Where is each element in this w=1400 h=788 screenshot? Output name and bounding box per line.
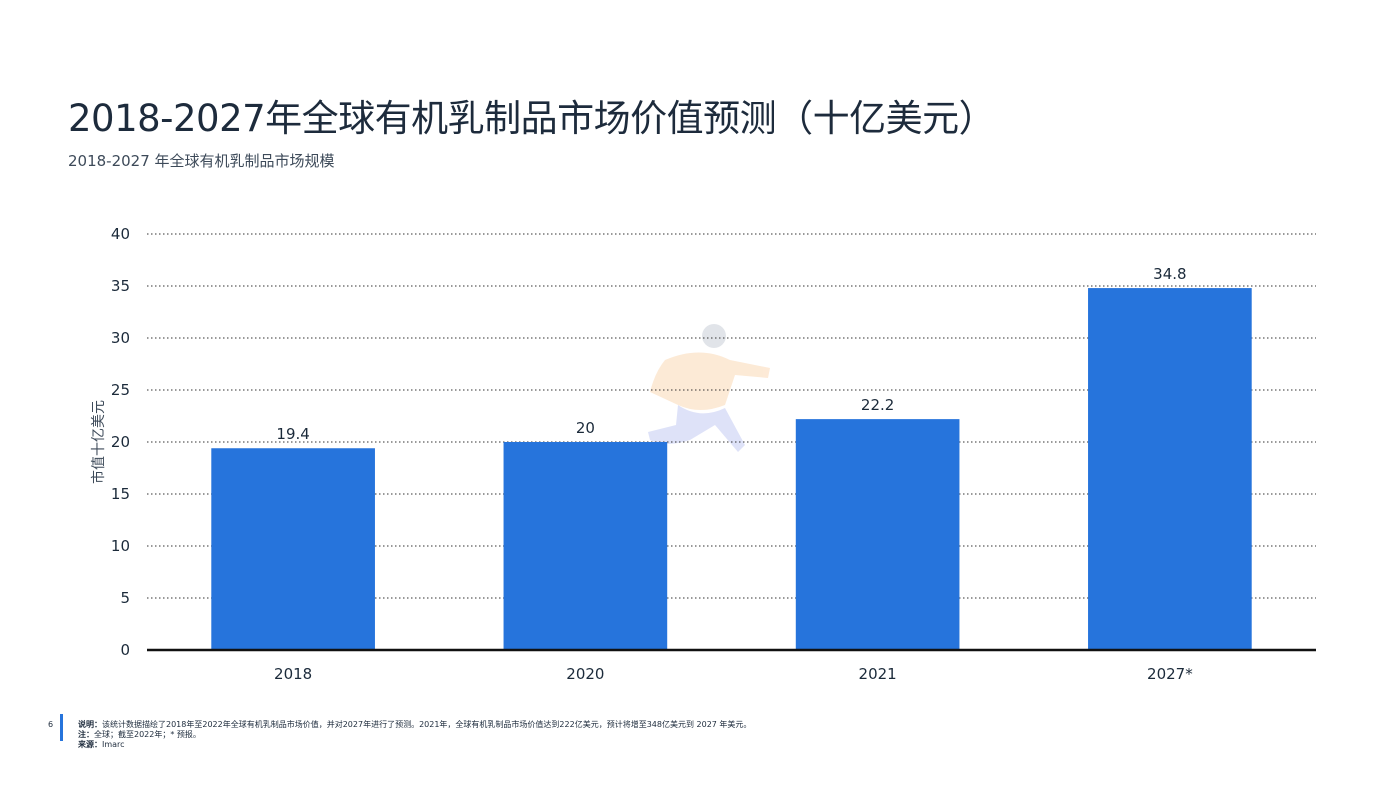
bar-2020 <box>503 442 668 650</box>
footer-accent-bar <box>60 714 63 741</box>
x-tick-label: 2018 <box>274 665 312 683</box>
footer-note: 说明：该统计数据描绘了2018年至2022年全球有机乳制品市场价值，并对2027… <box>78 720 752 729</box>
chart-grid <box>147 233 1316 599</box>
page-subtitle: 2018-2027 年全球有机乳制品市场规模 <box>68 152 335 170</box>
x-axis-ticks: 2018 2020 2021 2027* <box>274 665 1193 683</box>
y-tick-label: 15 <box>111 485 130 503</box>
footer-source: 来源：Imarc <box>78 740 125 749</box>
footer: 6 说明：该统计数据描绘了2018年至2022年全球有机乳制品市场价值，并对20… <box>48 714 1260 750</box>
watermark-figure <box>636 324 770 461</box>
x-tick-label: 2021 <box>859 665 897 683</box>
y-tick-label: 40 <box>111 225 130 243</box>
data-label: 22.2 <box>861 396 894 414</box>
y-tick-label: 30 <box>111 329 130 347</box>
bar-chart: 0 5 10 15 20 25 30 35 40 19.4 20 22.2 34.8 2018 2020… <box>90 225 1316 683</box>
page-title: 2018-2027年全球有机乳制品市场价值预测（十亿美元） <box>68 97 996 140</box>
y-tick-label: 5 <box>120 589 130 607</box>
bar-2027 <box>1088 288 1252 650</box>
y-axis-ticks: 0 5 10 15 20 25 30 35 40 <box>111 225 130 659</box>
bar-2021 <box>795 419 960 650</box>
page-number: 6 <box>48 720 54 729</box>
data-label: 20 <box>576 419 595 437</box>
chart-bars <box>211 288 1252 650</box>
y-tick-label: 35 <box>111 277 130 295</box>
data-label: 19.4 <box>276 425 309 443</box>
data-labels: 19.4 20 22.2 34.8 <box>276 265 1186 443</box>
y-tick-label: 0 <box>120 641 130 659</box>
bar-2018 <box>211 448 375 650</box>
footer-remark: 注：全球；截至2022年；* 预报。 <box>78 730 201 739</box>
y-tick-label: 25 <box>111 381 130 399</box>
x-tick-label: 2020 <box>566 665 604 683</box>
data-label: 34.8 <box>1153 265 1186 283</box>
x-tick-label: 2027* <box>1147 665 1193 683</box>
y-tick-label: 10 <box>111 537 130 555</box>
y-tick-label: 20 <box>111 433 130 451</box>
y-axis-label: 市值十亿美元 <box>90 400 107 484</box>
